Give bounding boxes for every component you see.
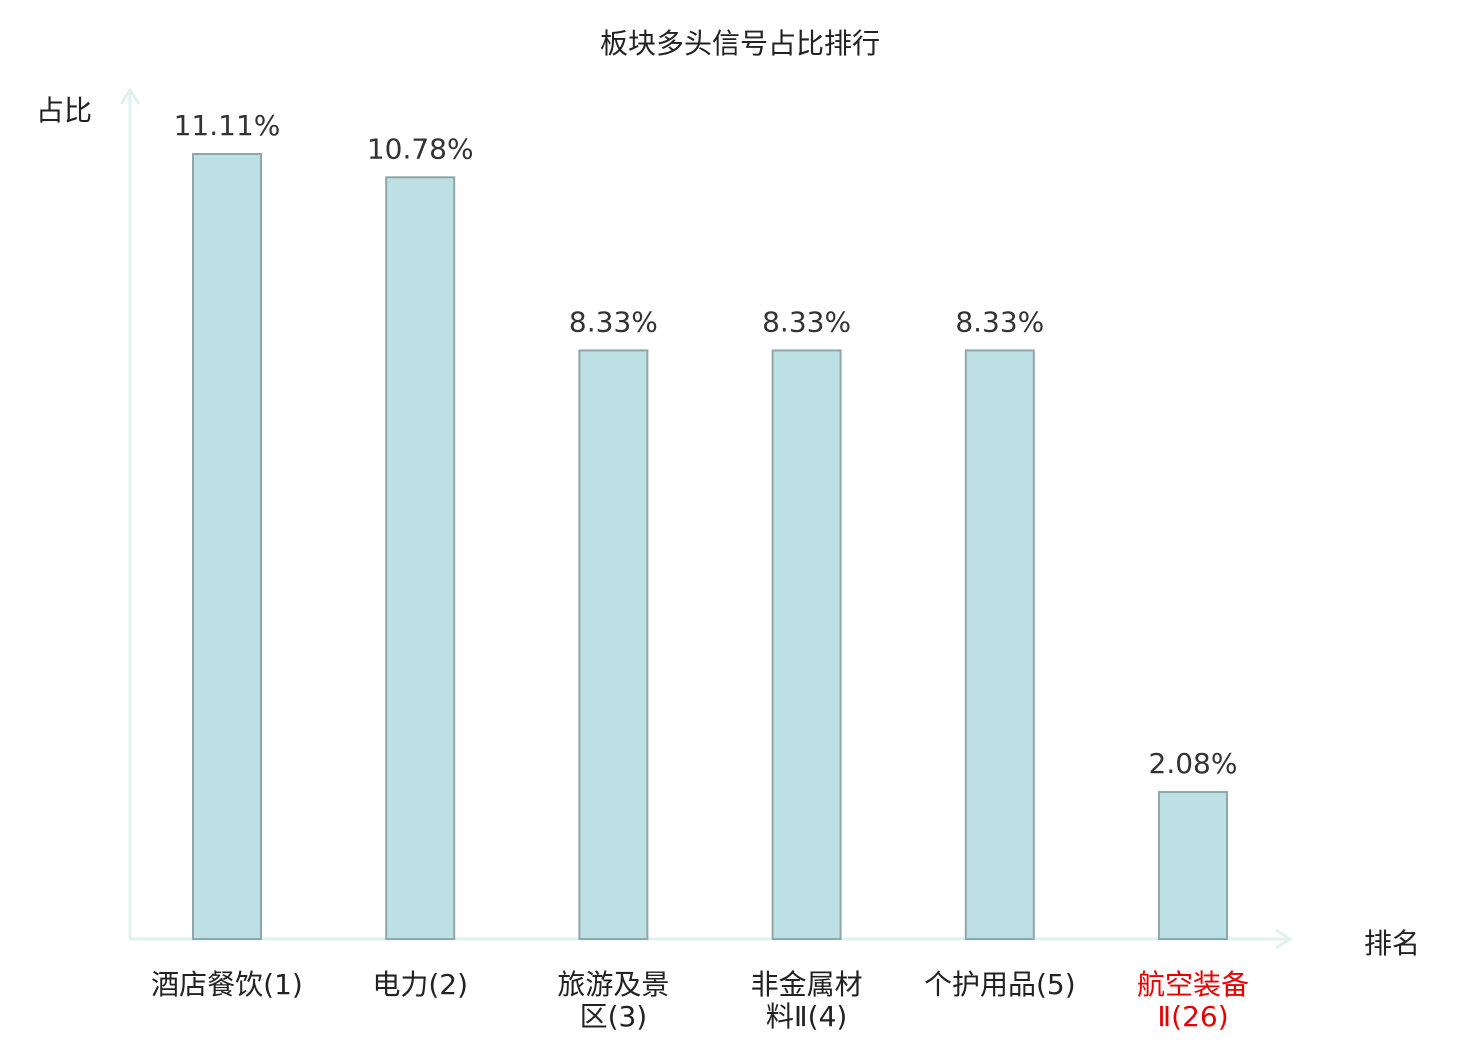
category-label-line: 酒店餐饮(1) — [151, 968, 303, 1001]
bars-group — [192, 153, 1228, 941]
category-label: 电力(2) — [372, 968, 468, 1001]
bar — [192, 153, 262, 940]
y-axis-arrow — [119, 87, 141, 105]
category-labels-group: 酒店餐饮(1) 电力(2) 旅游及景区(3) 非金属材料Ⅱ(4) 个护用品(5) 航空装备… — [151, 968, 1249, 1033]
bar — [385, 176, 456, 940]
category-label: 航空装备 Ⅱ(26) — [1137, 968, 1249, 1033]
bar — [578, 349, 649, 940]
category-label-line: 旅游及景 — [557, 968, 669, 1001]
chart-title: 板块多头信号占比排行 — [600, 27, 880, 60]
category-label: 个护用品(5) — [924, 968, 1076, 1001]
x-axis-arrow — [1275, 928, 1293, 950]
category-label-line: Ⅱ(26) — [1157, 1000, 1228, 1033]
value-label: 8.33% — [955, 305, 1044, 338]
category-label-line: 区(3) — [580, 1000, 648, 1033]
category-label-line: 航空装备 — [1137, 968, 1249, 1001]
axes — [119, 87, 1293, 950]
value-label: 8.33% — [569, 305, 658, 338]
bar — [771, 349, 842, 940]
category-label-line: 电力(2) — [372, 968, 468, 1001]
category-label: 旅游及景区(3) — [557, 968, 669, 1033]
value-label: 8.33% — [762, 305, 851, 338]
bar — [1158, 791, 1228, 941]
bar — [964, 349, 1035, 940]
y-axis-label: 占比 — [36, 94, 92, 127]
category-label-line: 个护用品(5) — [924, 968, 1076, 1001]
value-label: 10.78% — [367, 132, 474, 165]
category-label-line: 料Ⅱ(4) — [766, 1000, 847, 1033]
category-label: 非金属材料Ⅱ(4) — [751, 968, 863, 1033]
x-axis-label: 排名 — [1364, 927, 1420, 960]
value-labels-group: 11.11% 10.78% 8.33% 8.33% 8.33% 2.08% — [174, 109, 1238, 780]
value-label: 11.11% — [174, 109, 281, 142]
category-label-line: 非金属材 — [751, 968, 863, 1001]
value-label: 2.08% — [1149, 747, 1238, 780]
category-label: 酒店餐饮(1) — [151, 968, 303, 1001]
